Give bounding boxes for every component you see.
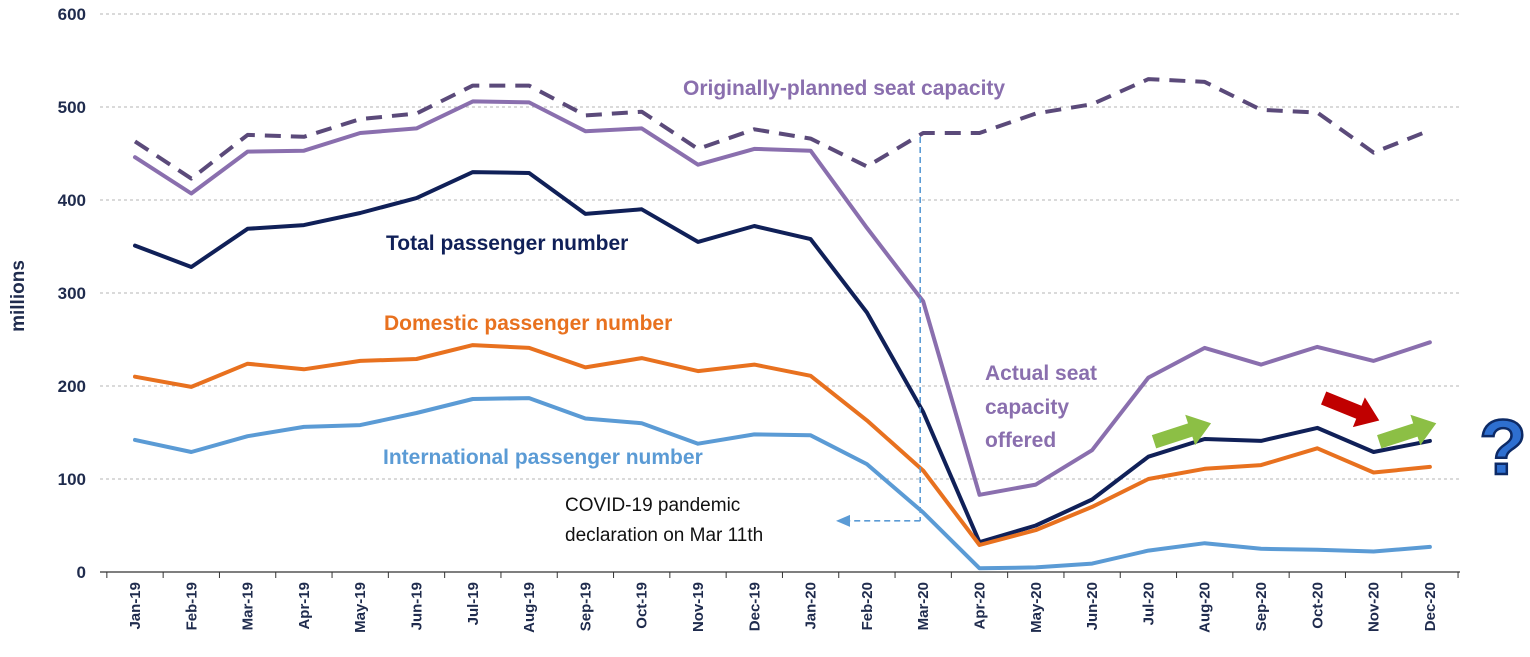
y-tick-labels: 0 100 200 300 400 500 600 [58, 5, 86, 582]
line-international-passengers [133, 396, 1432, 571]
x-tick-label: Jan-19 [127, 582, 144, 630]
x-tick-label: Aug-20 [1197, 582, 1214, 633]
trend-down-arrow-icon [1321, 391, 1380, 428]
label-actual-seat-capacity-line2: capacity [985, 396, 1069, 419]
line-actual-seat-capacity [133, 99, 1432, 497]
label-actual-seat-capacity-line1: Actual seat [985, 362, 1097, 385]
covid-pointer-arrowhead [836, 514, 850, 527]
x-tick-label: Jun-20 [1084, 582, 1101, 630]
trend-arrows [1151, 391, 1437, 449]
x-tick-label: Mar-20 [915, 582, 932, 630]
x-tick-label: May-19 [352, 582, 369, 633]
y-tick-label: 0 [77, 563, 86, 582]
x-tick-label: Oct-20 [1309, 582, 1326, 629]
y-axis-label: millions [8, 260, 29, 332]
line-planned-seat-capacity [133, 77, 1431, 181]
x-tick-label: Feb-20 [859, 582, 876, 630]
x-tick-label: Aug-19 [521, 582, 538, 633]
x-tick-label: Mar-19 [240, 582, 257, 630]
line-domestic-passengers [133, 343, 1432, 547]
label-domestic-passenger-number: Domestic passenger number [384, 312, 672, 335]
x-tick-label: Jan-20 [803, 582, 820, 630]
y-tick-label: 100 [58, 470, 86, 489]
arrow-shape [1321, 391, 1380, 428]
x-tick-label: Sep-20 [1253, 582, 1270, 631]
x-tick-label: Dec-19 [746, 582, 763, 631]
covid-annotation-line1: COVID-19 pandemic [565, 495, 740, 516]
x-tick-label: Jul-19 [465, 582, 482, 625]
x-tick-label: Dec-20 [1422, 582, 1439, 631]
x-axis [100, 571, 1460, 578]
arrow-shape [1151, 414, 1212, 449]
arrow-shape [1377, 414, 1437, 449]
x-tick-label: Feb-19 [183, 582, 200, 630]
series-lines [133, 77, 1432, 571]
label-planned-seat-capacity: Originally-planned seat capacity [683, 77, 1005, 100]
y-tick-label: 200 [58, 377, 86, 396]
y-tick-label: 500 [58, 98, 86, 117]
x-tick-label: Oct-19 [634, 582, 651, 629]
line-total-passengers [133, 170, 1432, 545]
label-actual-seat-capacity-line3: offered [985, 429, 1056, 452]
covid-annotation-line2: declaration on Mar 11th [565, 525, 763, 546]
question-mark-icon: ? [1479, 403, 1527, 491]
x-tick-label: Nov-19 [690, 582, 707, 632]
y-tick-label: 400 [58, 191, 86, 210]
trend-up-arrow-icon [1377, 414, 1437, 449]
label-international-passenger-number: International passenger number [383, 446, 703, 469]
x-tick-label: May-20 [1028, 582, 1045, 633]
x-tick-label: Apr-20 [972, 582, 989, 630]
gridlines [100, 13, 1460, 480]
y-tick-label: 300 [58, 284, 86, 303]
x-tick-label: Jul-20 [1140, 582, 1157, 625]
trend-up-arrow-icon [1151, 414, 1212, 449]
x-tick-label: Jun-19 [409, 582, 426, 630]
x-tick-label: Apr-19 [296, 582, 313, 630]
y-tick-label: 600 [58, 5, 86, 24]
label-total-passenger-number: Total passenger number [386, 232, 628, 255]
x-tick-labels: Jan-19 Feb-19 Mar-19 Apr-19 May-19 Jun-19 Jul-… [127, 582, 1439, 633]
x-tick-label: Sep-19 [577, 582, 594, 631]
x-tick-label: Nov-20 [1366, 582, 1383, 632]
